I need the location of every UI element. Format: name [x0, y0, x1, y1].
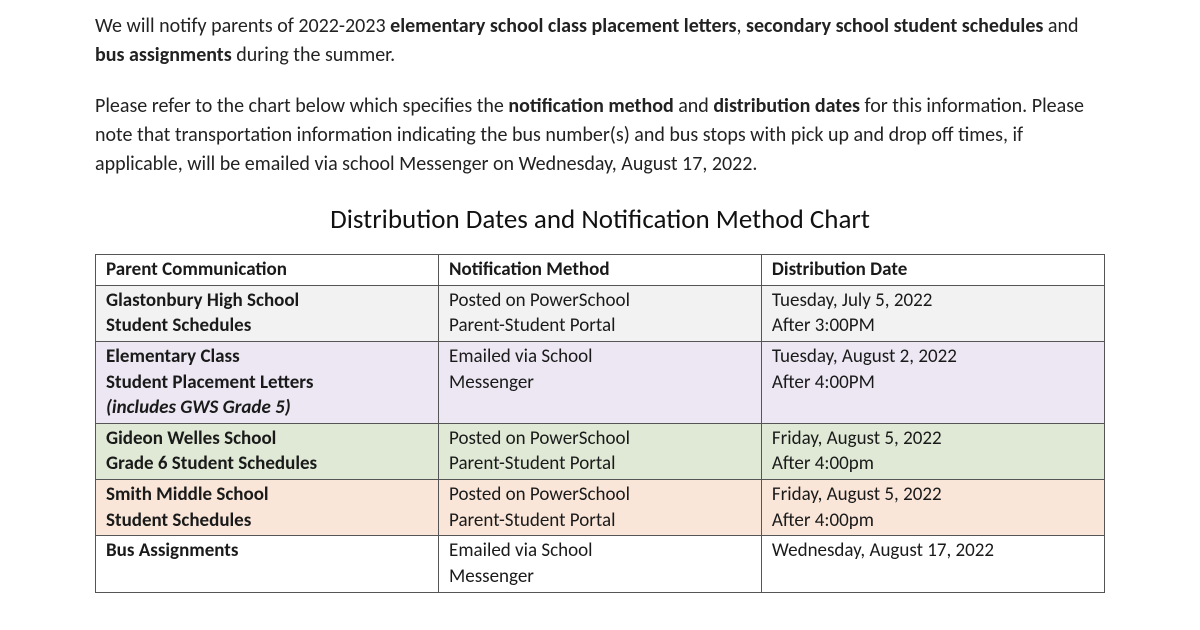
- comm-line-2: Student Schedules: [106, 314, 251, 337]
- date-line-1: Friday, August 5, 2022: [772, 427, 942, 450]
- method-line-1: Emailed via School: [449, 345, 593, 368]
- cell-communication: Glastonbury High School Student Schedule…: [96, 285, 439, 341]
- cell-communication: Bus Assignments: [96, 536, 439, 592]
- comm-line-1: Elementary Class: [106, 345, 240, 368]
- p2-bold-2: distribution dates: [713, 94, 860, 118]
- method-line-1: Posted on PowerSchool: [449, 289, 630, 312]
- cell-method: Emailed via School Messenger: [439, 341, 762, 423]
- method-line-1: Emailed via School: [449, 539, 593, 562]
- p1-sep2: and: [1043, 14, 1078, 38]
- method-line-2: Parent-Student Portal: [449, 452, 615, 475]
- cell-date: Tuesday, August 2, 2022 After 4:00PM: [761, 341, 1104, 423]
- intro-paragraph-2: Please refer to the chart below which sp…: [95, 92, 1105, 179]
- header-parent-communication: Parent Communication: [96, 255, 439, 286]
- method-line-2: Parent-Student Portal: [449, 314, 615, 337]
- cell-method: Posted on PowerSchool Parent-Student Por…: [439, 285, 762, 341]
- comm-line-1: Gideon Welles School: [106, 427, 276, 450]
- p2-pre: Please refer to the chart below which sp…: [95, 94, 508, 118]
- cell-method: Emailed via School Messenger: [439, 536, 762, 592]
- comm-line-1: Smith Middle School: [106, 483, 269, 506]
- cell-communication: Smith Middle School Student Schedules: [96, 480, 439, 536]
- p1-bold-1: elementary school class placement letter…: [390, 14, 736, 38]
- date-line-1: Friday, August 5, 2022: [772, 483, 942, 506]
- method-line-1: Posted on PowerSchool: [449, 427, 630, 450]
- method-line-2: Parent-Student Portal: [449, 509, 615, 532]
- intro-paragraph-1: We will notify parents of 2022-2023 elem…: [95, 12, 1105, 70]
- document-page: We will notify parents of 2022-2023 elem…: [0, 0, 1200, 593]
- comm-line-2: Student Placement Letters: [106, 371, 313, 394]
- table-row: Elementary Class Student Placement Lette…: [96, 341, 1105, 423]
- p1-bold-2: secondary school student schedules: [746, 14, 1043, 38]
- p1-pre: We will notify parents of 2022-2023: [95, 14, 390, 38]
- table-row: Gideon Welles School Grade 6 Student Sch…: [96, 423, 1105, 479]
- table-row: Glastonbury High School Student Schedule…: [96, 285, 1105, 341]
- date-line-1: Tuesday, August 2, 2022: [772, 345, 957, 368]
- cell-date: Wednesday, August 17, 2022: [761, 536, 1104, 592]
- p2-bold-1: notification method: [508, 94, 673, 118]
- method-line-2: Messenger: [449, 565, 534, 588]
- date-line-2: After 4:00pm: [772, 452, 874, 475]
- cell-date: Friday, August 5, 2022 After 4:00pm: [761, 423, 1104, 479]
- header-notification-method: Notification Method: [439, 255, 762, 286]
- comm-line-1: Glastonbury High School: [106, 289, 299, 312]
- comm-line-3: (includes GWS Grade 5): [106, 396, 291, 419]
- date-line-2: After 3:00PM: [772, 314, 875, 337]
- date-line-2: After 4:00pm: [772, 509, 874, 532]
- method-line-1: Posted on PowerSchool: [449, 483, 630, 506]
- header-distribution-date: Distribution Date: [761, 255, 1104, 286]
- date-line-1: Wednesday, August 17, 2022: [772, 539, 994, 562]
- table-header-row: Parent Communication Notification Method…: [96, 255, 1105, 286]
- table-row: Smith Middle School Student Schedules Po…: [96, 480, 1105, 536]
- cell-method: Posted on PowerSchool Parent-Student Por…: [439, 423, 762, 479]
- distribution-table: Parent Communication Notification Method…: [95, 254, 1105, 593]
- p1-sep1: ,: [736, 14, 746, 38]
- method-line-2: Messenger: [449, 371, 534, 394]
- date-line-2: After 4:00PM: [772, 371, 875, 394]
- table-row: Bus Assignments Emailed via School Messe…: [96, 536, 1105, 592]
- cell-date: Friday, August 5, 2022 After 4:00pm: [761, 480, 1104, 536]
- cell-date: Tuesday, July 5, 2022 After 3:00PM: [761, 285, 1104, 341]
- comm-line-2: Grade 6 Student Schedules: [106, 452, 317, 475]
- cell-communication: Gideon Welles School Grade 6 Student Sch…: [96, 423, 439, 479]
- p1-bold-3: bus assignments: [95, 43, 232, 67]
- cell-communication: Elementary Class Student Placement Lette…: [96, 341, 439, 423]
- p2-sep1: and: [674, 94, 714, 118]
- comm-line-1: Bus Assignments: [106, 539, 238, 562]
- date-line-1: Tuesday, July 5, 2022: [772, 289, 932, 312]
- comm-line-2: Student Schedules: [106, 509, 251, 532]
- p1-post: during the summer.: [232, 43, 395, 67]
- cell-method: Posted on PowerSchool Parent-Student Por…: [439, 480, 762, 536]
- chart-title: Distribution Dates and Notification Meth…: [95, 203, 1105, 236]
